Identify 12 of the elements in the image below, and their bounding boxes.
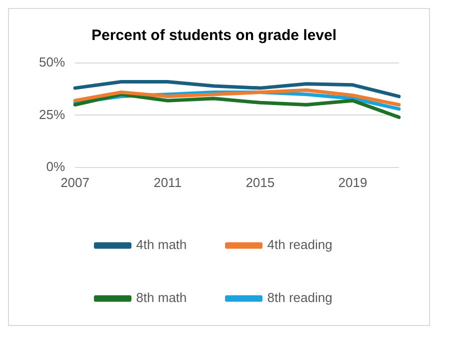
- legend-label: 8th math: [136, 290, 187, 306]
- x-tick-label: 2011: [154, 174, 182, 190]
- chart-title: Percent of students on grade level: [91, 27, 337, 44]
- legend-label: 4th math: [136, 237, 187, 252]
- x-tick-label: 2015: [246, 174, 275, 190]
- y-tick-label: 25%: [38, 106, 66, 122]
- y-tick-label: 0%: [46, 158, 66, 174]
- y-tick-label: 50%: [38, 54, 66, 70]
- x-tick-label: 2019: [338, 174, 368, 190]
- legend-label: 4th reading: [267, 237, 332, 252]
- x-tick-label: 2007: [60, 174, 90, 190]
- legend-label: 8th reading: [267, 290, 332, 306]
